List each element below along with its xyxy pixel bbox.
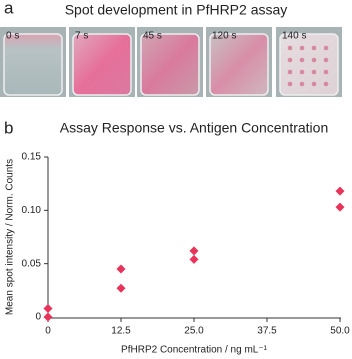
x-axis-label: PfHRP2 Concentration / ng mL⁻¹: [121, 345, 268, 356]
photo-card: [3, 33, 63, 96]
frame-label: 0 s: [6, 31, 19, 42]
spot: [323, 69, 329, 75]
photo-strip: 0 s 7 s 45 s 120 s 140 s: [0, 27, 342, 97]
spot: [299, 69, 305, 75]
x-tick-label: 25.0: [184, 326, 204, 337]
frame-label: 120 s: [212, 31, 236, 42]
spot: [287, 81, 293, 87]
spot: [299, 57, 305, 63]
spot: [323, 81, 329, 87]
y-tick-label: 0.15: [22, 152, 42, 163]
point: [116, 264, 126, 274]
point: [43, 303, 53, 313]
spot: [311, 81, 317, 87]
x-tick-label: 12.5: [111, 326, 131, 337]
spot: [299, 81, 305, 87]
point: [189, 254, 199, 264]
spot: [323, 45, 329, 51]
spot: [311, 69, 317, 75]
photo-card: [72, 33, 132, 96]
photo-card: [279, 33, 339, 96]
point: [335, 202, 345, 212]
y-tick-label: 0.10: [22, 205, 42, 216]
x-tick-label: 37.5: [257, 326, 277, 337]
point: [116, 283, 126, 293]
spot: [287, 45, 293, 51]
spot: [299, 45, 305, 51]
photo-card: [209, 33, 269, 96]
chart-title: Assay Response vs. Antigen Concentration: [60, 120, 329, 136]
x-tick-label: 50.0: [330, 326, 350, 337]
spot: [311, 45, 317, 51]
frame-label: 45 s: [143, 31, 162, 42]
panel-label: b: [4, 118, 13, 137]
x-tick-label: 0: [45, 326, 51, 337]
point: [189, 246, 199, 256]
point: [335, 186, 345, 196]
y-axis-label: Mean spot intensity / Norm. Counts: [5, 159, 16, 315]
spot: [311, 57, 317, 63]
frame-label: 7 s: [75, 31, 88, 42]
spot: [323, 57, 329, 63]
photo-card: [140, 33, 200, 96]
panel-title: Spot development in PfHRP2 assay: [65, 2, 288, 18]
panel-label: a: [4, 0, 14, 17]
y-tick-label: 0.05: [22, 258, 42, 269]
y-tick-label: 0: [35, 312, 41, 323]
point: [43, 312, 53, 322]
spot: [287, 69, 293, 75]
spot: [287, 57, 293, 63]
frame-label: 140 s: [282, 31, 306, 42]
